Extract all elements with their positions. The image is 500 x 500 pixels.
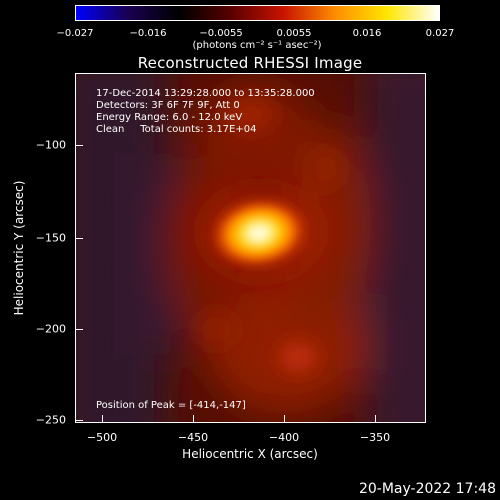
x-tick-label: −350 (359, 431, 391, 444)
x-axis-label: Heliocentric X (arcsec) (182, 447, 318, 461)
x-tick-mark (193, 415, 194, 423)
solar-xray-image (76, 74, 425, 422)
colorbar-units: (photons cm⁻² s⁻¹ asec⁻²) (192, 40, 322, 51)
x-tick-label: −450 (177, 431, 209, 444)
x-tick-label: −500 (86, 431, 118, 444)
x-tick-mark (375, 415, 376, 423)
colorbar-tick-label: −0.027 (56, 28, 94, 39)
colorbar (75, 5, 440, 21)
plot-area: 17-Dec-2014 13:29:28.000 to 13:35:28.000… (75, 73, 426, 423)
info-detectors: Detectors: 3F 6F 7F 9F, Att 0 (96, 100, 240, 111)
info-algorithm-counts: Clean Total counts: 3.17E+04 (96, 124, 257, 135)
y-tick-label: −250 (35, 413, 66, 427)
info-energy-range: Energy Range: 6.0 - 12.0 keV (96, 112, 243, 123)
colorbar-tick-label: −0.016 (129, 28, 167, 39)
y-tick-mark (75, 145, 83, 146)
y-tick-label: −150 (35, 231, 66, 245)
x-tick-mark (284, 415, 285, 423)
info-time-range: 17-Dec-2014 13:29:28.000 to 13:35:28.000 (96, 88, 315, 99)
y-tick-label: −100 (35, 138, 66, 152)
colorbar-tick-label: 0.027 (425, 28, 455, 39)
colorbar-tick-label: 0.016 (352, 28, 382, 39)
plot-timestamp: 20-May-2022 17:48 (358, 481, 496, 497)
colorbar-tick-label: −0.0055 (199, 28, 243, 39)
y-axis-label: Heliocentric Y (arcsec) (12, 180, 26, 316)
plot-title: Reconstructed RHESSI Image (137, 54, 363, 72)
colorbar-tick-label: 0.0055 (276, 28, 312, 39)
x-tick-label: −400 (268, 431, 300, 444)
y-tick-label: −200 (35, 322, 66, 336)
peak-position-label: Position of Peak = [-414,-147] (96, 400, 246, 411)
y-tick-mark (75, 329, 83, 330)
y-tick-mark (75, 420, 83, 421)
y-tick-mark (75, 238, 83, 239)
x-tick-mark (102, 415, 103, 423)
